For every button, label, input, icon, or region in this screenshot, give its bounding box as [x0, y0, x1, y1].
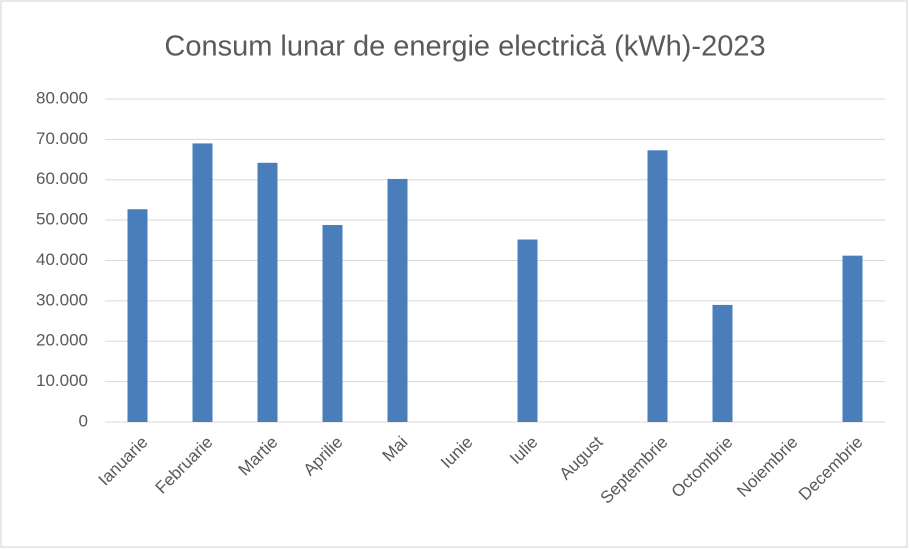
y-tick-label: 30.000: [36, 290, 88, 309]
bar: [647, 150, 668, 422]
bar: [192, 143, 213, 422]
y-tick-label: 60.000: [36, 169, 88, 188]
bar: [842, 255, 863, 422]
y-tick-label: 80.000: [36, 88, 88, 107]
y-tick-label: 10.000: [36, 371, 88, 390]
bar: [712, 304, 733, 422]
y-tick-label: 0: [79, 411, 88, 430]
bar: [257, 162, 278, 423]
y-tick-label: 20.000: [36, 331, 88, 350]
chart-title: Consum lunar de energie electrică (kWh)-…: [164, 31, 765, 63]
bar: [322, 224, 343, 422]
bar: [387, 178, 408, 422]
y-tick-label: 50.000: [36, 210, 88, 229]
bar: [127, 209, 148, 422]
bar: [517, 239, 538, 422]
y-tick-label: 40.000: [36, 250, 88, 269]
y-tick-label: 70.000: [36, 129, 88, 148]
